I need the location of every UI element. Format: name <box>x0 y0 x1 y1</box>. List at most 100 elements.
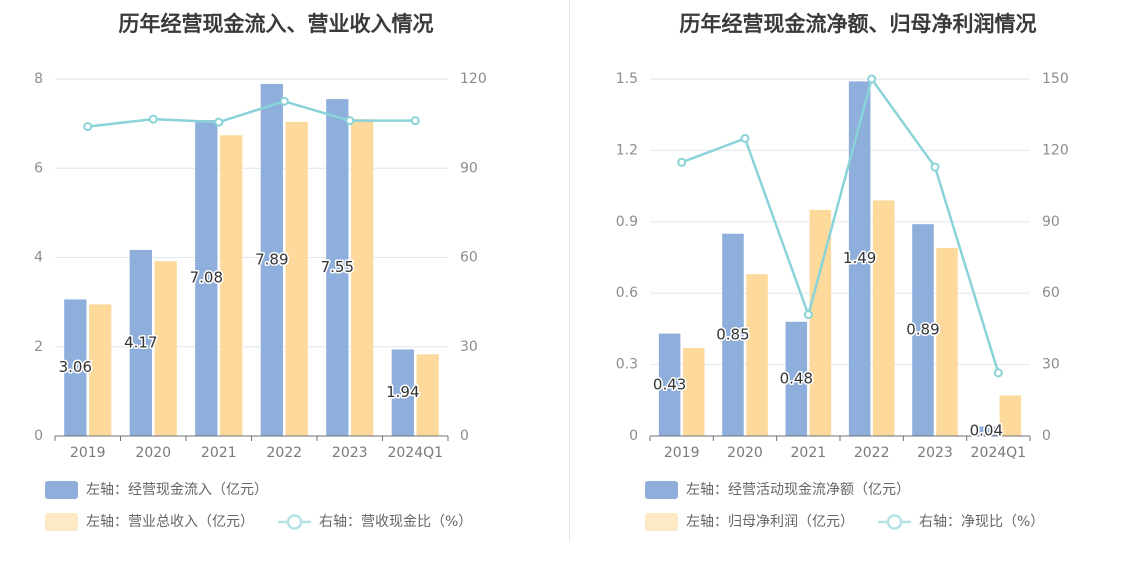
y-left-tick-label: 0.9 <box>616 214 638 230</box>
x-tick-label: 2021 <box>791 445 827 461</box>
bar <box>220 135 243 437</box>
ratio-point <box>345 116 355 126</box>
data-label: 0.85 <box>716 325 749 343</box>
y-right-tick-label: 120 <box>1042 142 1069 158</box>
bar <box>351 119 374 436</box>
legend-swatch <box>45 513 78 531</box>
data-label: 7.89 <box>255 250 288 268</box>
data-label: 7.08 <box>190 269 223 287</box>
y-left-tick-label: 0.6 <box>616 285 638 301</box>
data-label: 0.43 <box>653 375 686 393</box>
ratio-point <box>214 117 224 127</box>
ratio-point <box>867 74 877 84</box>
data-label: 0.89 <box>906 321 939 339</box>
bar <box>785 321 808 436</box>
x-tick-label: 2021 <box>201 445 237 461</box>
legend-label: 左轴：经营现金流入（亿元） <box>86 482 268 498</box>
bar <box>64 299 87 436</box>
ratio-point <box>410 116 420 126</box>
chart-1: 历年经营现金流入、营业收入情况 0 2 4 6 8 0 30 60 90 120 2019 2020 20… <box>34 12 487 531</box>
x-tick-label: 2022 <box>854 445 890 461</box>
bar <box>999 395 1022 436</box>
ratio-point <box>930 162 940 172</box>
ratio-point <box>740 134 750 143</box>
bar <box>746 274 768 436</box>
ratio-line <box>87 100 416 128</box>
y-left-tick-label: 1.5 <box>616 71 638 87</box>
bar <box>391 349 414 436</box>
data-label: 3.06 <box>59 358 92 376</box>
legend-label: 左轴：经营活动现金流净额（亿元） <box>686 482 910 498</box>
y-right-tick-label: 90 <box>1042 214 1060 230</box>
bar <box>129 249 152 436</box>
legend-label: 左轴：营业总收入（亿元） <box>86 514 254 530</box>
legend-label: 右轴：营收现金比（%） <box>319 514 472 530</box>
bar <box>195 120 218 437</box>
bar <box>682 347 705 436</box>
bar <box>89 304 112 436</box>
x-tick-label: 2024Q1 <box>387 445 443 461</box>
ratio-line <box>681 77 1000 374</box>
y-right-tick-label: 60 <box>1042 285 1060 301</box>
y-left-tick-label: 0 <box>34 428 43 444</box>
data-label: 1.94 <box>386 383 419 401</box>
x-tick-label: 2022 <box>266 445 302 461</box>
bar <box>936 247 958 436</box>
bar <box>658 333 681 436</box>
bar <box>912 224 934 436</box>
bar <box>722 233 744 436</box>
y-right-tick-label: 120 <box>460 71 487 87</box>
x-tick-label: 2023 <box>332 445 368 461</box>
y-right-tick-label: 150 <box>1042 71 1069 87</box>
bar <box>809 209 832 436</box>
panel-divider <box>569 0 570 542</box>
y-left-tick-label: 2 <box>34 339 43 355</box>
ratio-point <box>279 96 289 106</box>
y-right-tick-label: 30 <box>460 339 478 355</box>
x-tick-label: 2020 <box>727 445 763 461</box>
bar <box>154 261 177 436</box>
x-tick-label: 2020 <box>135 445 171 461</box>
bar <box>848 81 871 436</box>
data-label: 0.48 <box>780 369 813 387</box>
x-tick-label: 2019 <box>70 445 106 461</box>
data-label: 7.55 <box>321 258 354 276</box>
data-label: 1.49 <box>843 249 876 267</box>
bar <box>285 121 308 436</box>
ratio-point <box>677 157 687 167</box>
chart-2: 历年经营现金流净额、归母净利润情况 0 0.3 0.6 0.9 1.2 1.5 0 30 60 90… <box>616 12 1069 531</box>
legend-swatch <box>645 481 678 499</box>
bar <box>326 99 349 437</box>
legend-swatch <box>45 481 78 499</box>
legend-label: 左轴：归母净利润（亿元） <box>686 513 854 530</box>
bar <box>872 200 895 436</box>
y-right-tick-label: 60 <box>460 250 478 266</box>
y-left-tick-label: 1.2 <box>616 142 638 158</box>
y-left-tick-label: 0 <box>629 428 638 444</box>
y-right-tick-label: 0 <box>1042 428 1051 444</box>
y-left-tick-label: 6 <box>34 160 43 176</box>
bar <box>260 83 283 436</box>
x-tick-label: 2019 <box>664 445 700 461</box>
ratio-point <box>803 310 813 320</box>
y-right-tick-label: 90 <box>460 160 478 176</box>
data-label: 4.17 <box>124 333 157 351</box>
ratio-point <box>993 368 1003 378</box>
y-right-tick-label: 30 <box>1042 357 1060 373</box>
legend-line-marker <box>286 514 303 530</box>
ratio-point <box>83 122 93 132</box>
chart-title: 历年经营现金流净额、归母净利润情况 <box>680 12 1037 36</box>
legend-swatch <box>645 513 678 531</box>
legend-line-marker <box>886 514 903 530</box>
legend-label: 右轴：净现比（%） <box>919 514 1044 530</box>
data-label: 0.04 <box>970 422 1003 440</box>
bar <box>416 354 439 436</box>
y-left-tick-label: 4 <box>34 250 43 266</box>
y-right-tick-label: 0 <box>460 428 469 444</box>
y-left-tick-label: 0.3 <box>616 357 638 373</box>
chart-title: 历年经营现金流入、营业收入情况 <box>119 12 434 36</box>
x-tick-label: 2023 <box>917 445 953 461</box>
ratio-point <box>148 114 158 124</box>
bar <box>975 426 998 436</box>
